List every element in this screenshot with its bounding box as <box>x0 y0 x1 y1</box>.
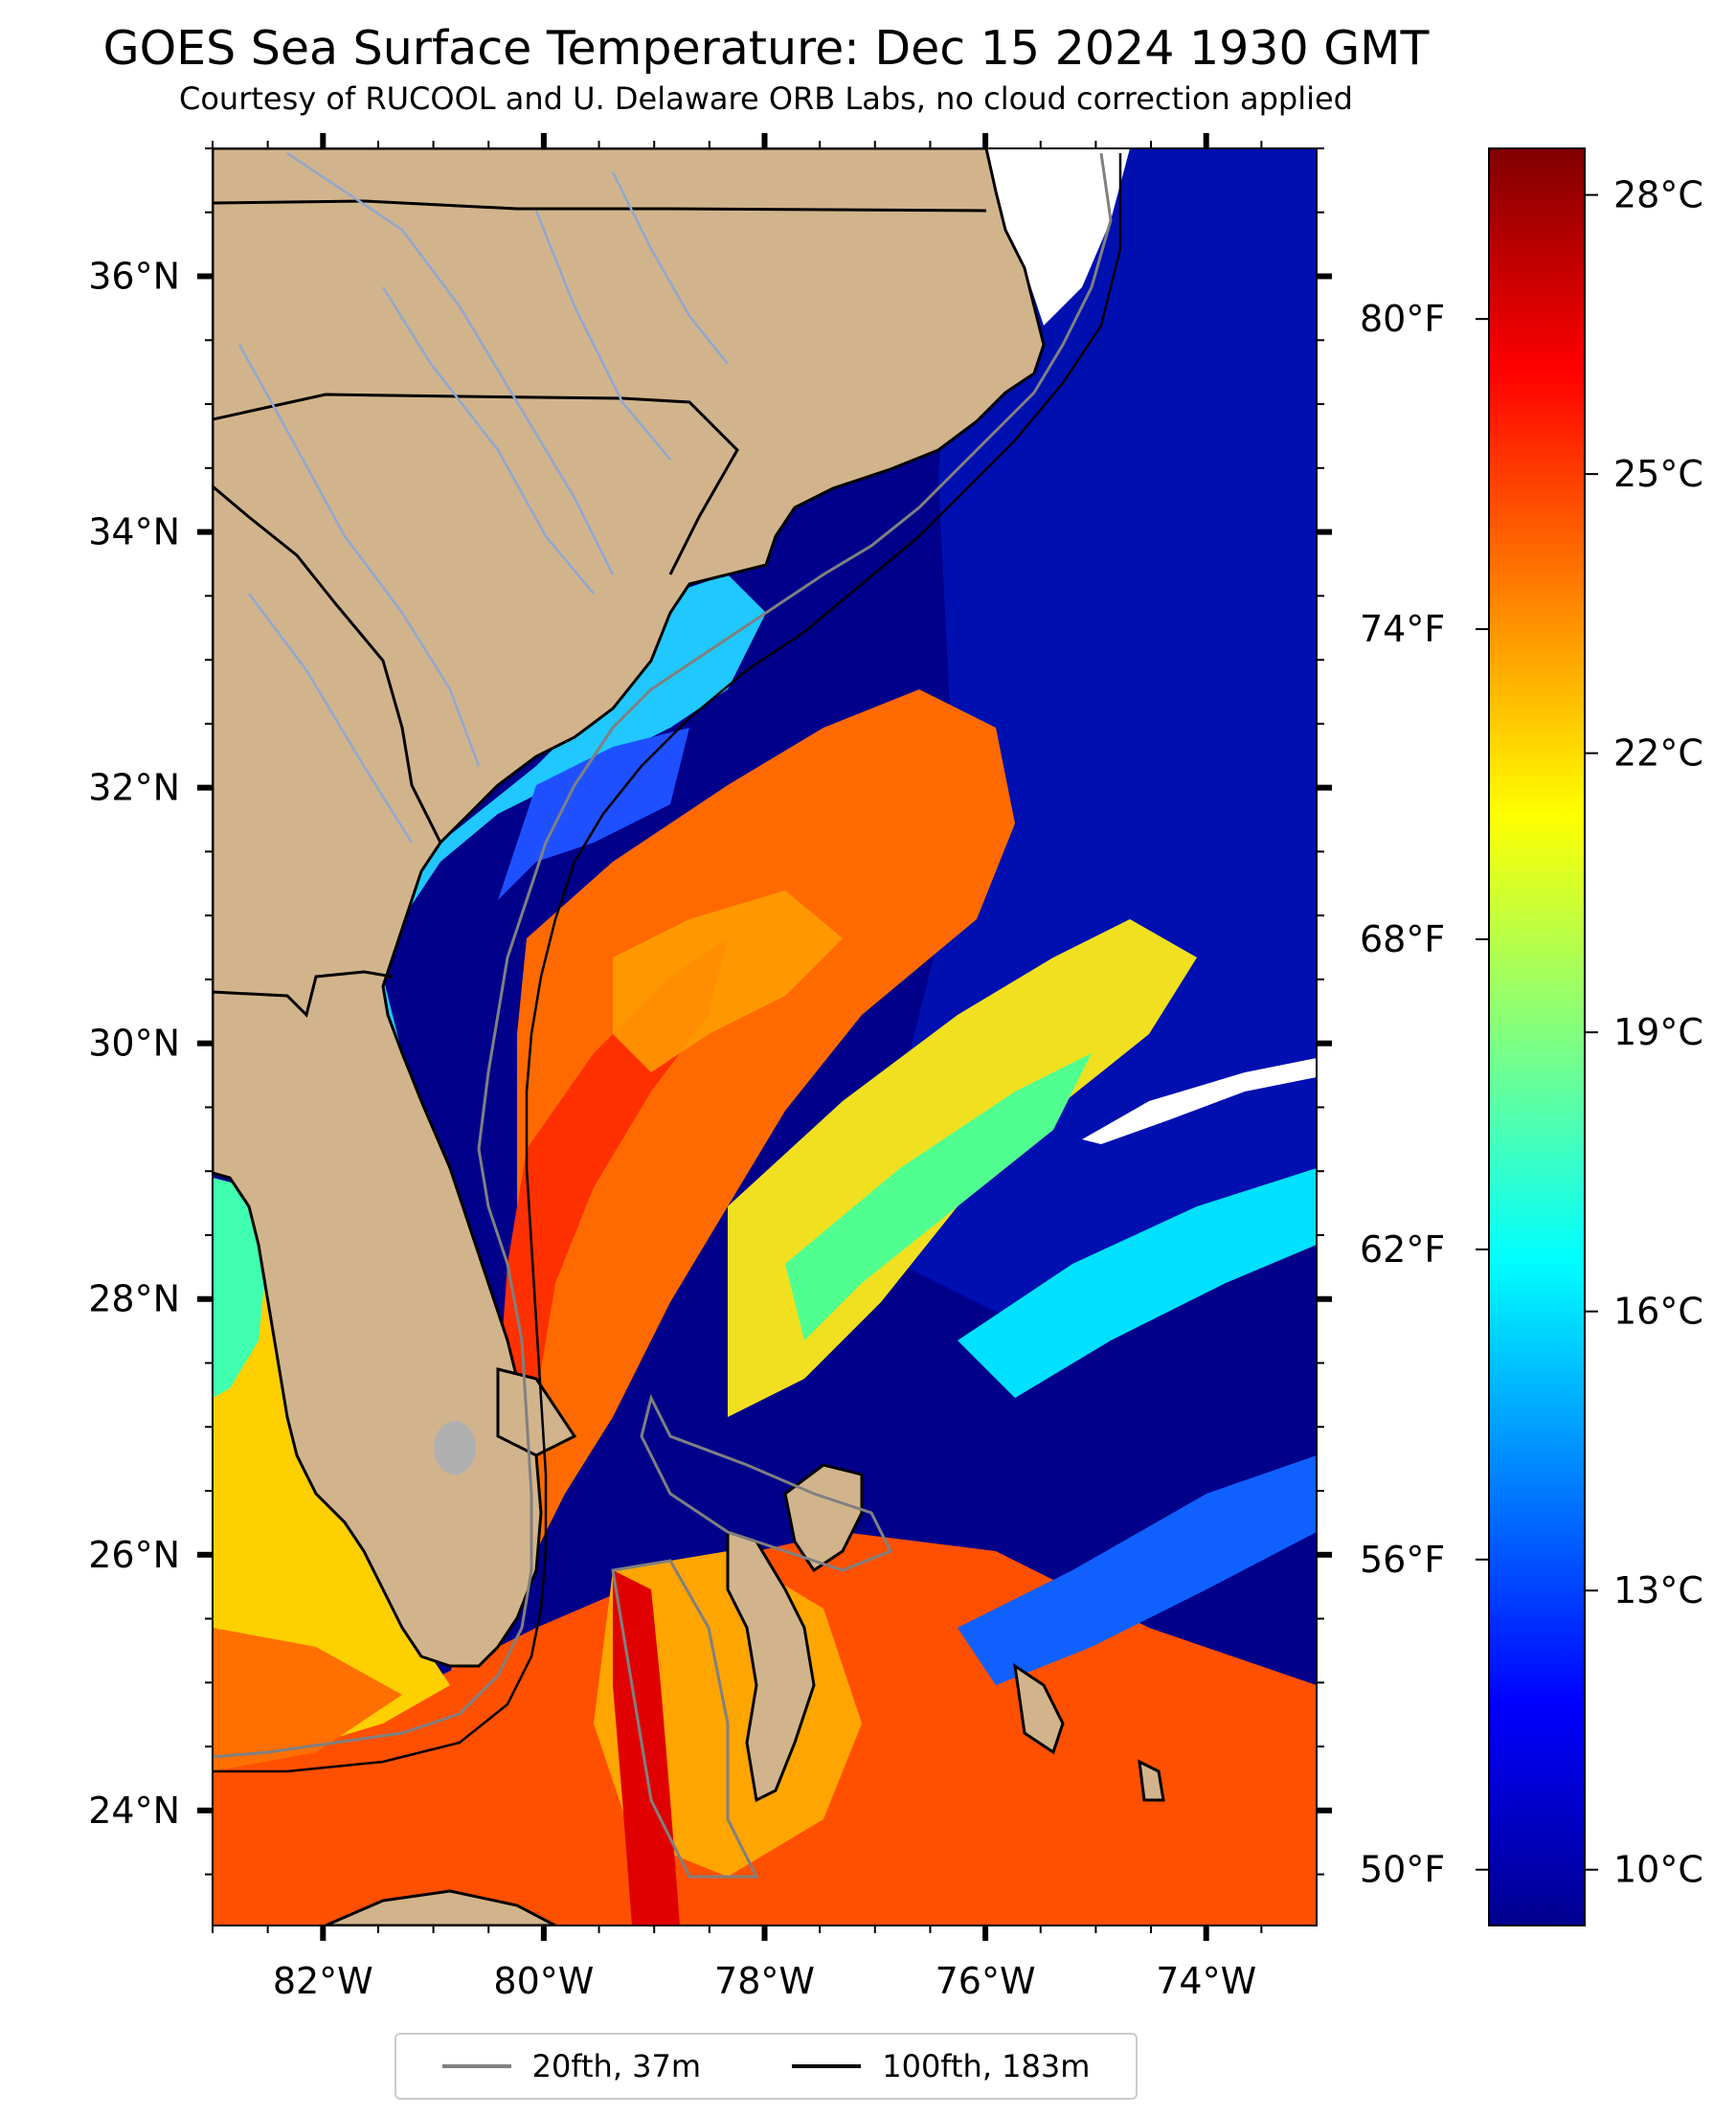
celsius-label: 22°C <box>1613 732 1703 775</box>
celsius-label: 19°C <box>1613 1011 1703 1053</box>
fahrenheit-label: 68°F <box>1360 918 1445 960</box>
lat-label: 36°N <box>88 256 180 298</box>
isobath-100fth <box>213 153 1122 1773</box>
cuba-coast <box>325 1889 556 1926</box>
longitude-labels: 82°W 80°W 78°W 76°W 74°W <box>273 1960 1256 2002</box>
land-mass <box>213 148 1046 1668</box>
celsius-label: 13°C <box>1613 1569 1703 1611</box>
latitude-labels: 36°N 34°N 32°N 30°N 28°N 26°N 24°N <box>88 256 180 1832</box>
lon-label: 82°W <box>273 1960 373 2002</box>
ocean-green-filaments <box>785 1053 1092 1340</box>
ocean-cyan-filaments <box>958 1168 1317 1398</box>
chart-subtitle: Courtesy of RUCOOL and U. Delaware ORB L… <box>179 80 1353 117</box>
gulf-of-mexico-warm <box>213 1628 402 1771</box>
ocean-shelf-cyan <box>378 574 766 1092</box>
fahrenheit-label: 80°F <box>1360 298 1445 340</box>
lon-label: 80°W <box>493 1960 594 2002</box>
isobath-20fth <box>213 152 1113 1879</box>
map-ticks <box>197 133 1332 1941</box>
legend-swatch-20fth <box>441 2064 511 2068</box>
state-borders <box>213 199 987 1018</box>
lon-label: 78°W <box>714 1960 815 2002</box>
cloud-mask-offshore <box>1082 1058 1317 1144</box>
ocean-red-tongue <box>613 1570 680 1926</box>
gulf-stream-orange-patches <box>613 890 843 1072</box>
cloud-mask-north <box>986 148 1130 326</box>
legend-label-100fth: 100fth, 183m <box>882 2048 1091 2084</box>
lat-label: 30°N <box>88 1023 180 1065</box>
fahrenheit-label: 62°F <box>1360 1228 1445 1271</box>
legend-item-20fth: 20fth, 37m <box>441 2048 702 2084</box>
gulf-stream-warm <box>450 689 1015 1926</box>
fahrenheit-label: 50°F <box>1360 1849 1445 1891</box>
ocean-shelf-blue <box>498 728 689 900</box>
lon-label: 74°W <box>1156 1960 1256 2002</box>
fahrenheit-label: 56°F <box>1360 1539 1445 1581</box>
celsius-label: 25°C <box>1613 453 1703 495</box>
map-panel <box>213 148 1317 1926</box>
fahrenheit-label: 74°F <box>1360 608 1445 650</box>
celsius-label: 10°C <box>1613 1849 1703 1891</box>
celsius-label: 16°C <box>1613 1291 1703 1333</box>
lat-label: 26°N <box>88 1534 180 1576</box>
lat-label: 28°N <box>88 1278 180 1320</box>
legend-swatch-100fth <box>792 2064 862 2068</box>
chart-title: GOES Sea Surface Temperature: Dec 15 202… <box>102 21 1430 76</box>
lat-label: 32°N <box>88 767 180 809</box>
colorbar <box>1488 147 1586 1926</box>
legend-item-100fth: 100fth, 183m <box>792 2048 1090 2084</box>
colorbar-celsius-labels: 28°C 25°C 22°C 19°C 16°C 13°C 10°C <box>1585 174 1703 1891</box>
lat-label: 24°N <box>88 1790 180 1832</box>
rivers <box>237 151 729 844</box>
lon-label: 76°W <box>936 1960 1036 2002</box>
bahamas-islands <box>496 1367 1165 1803</box>
lake-okeechobee <box>434 1421 476 1475</box>
colorbar-fahrenheit-labels: 80°F 74°F 68°F 62°F 56°F 50°F <box>1360 298 1489 1891</box>
lat-label: 34°N <box>88 511 180 553</box>
celsius-label: 28°C <box>1613 174 1703 216</box>
isobath-legend: 20fth, 37m 100fth, 183m <box>395 2033 1138 2100</box>
legend-label-20fth: 20fth, 37m <box>531 2048 702 2084</box>
ocean-cold-band-south <box>958 1455 1317 1685</box>
